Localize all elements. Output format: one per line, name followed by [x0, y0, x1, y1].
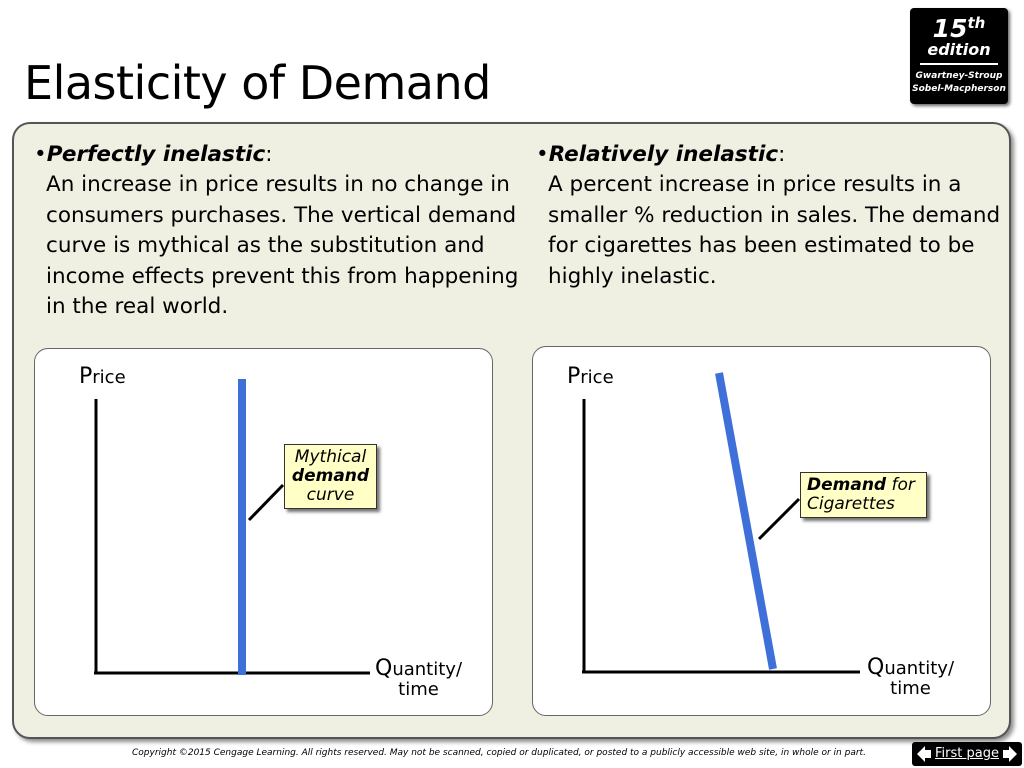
badge-divider [920, 63, 998, 65]
relatively-inelastic-text: •Relatively inelastic: A percent increas… [536, 140, 1006, 292]
edition-word: edition [927, 40, 991, 59]
page-title: Elasticity of Demand [24, 56, 491, 110]
y-axis-label: Price [567, 364, 614, 389]
badge-authors-line2: Sobel-Macpherson [912, 84, 1006, 94]
arrow-left-icon [917, 746, 931, 762]
callout-leader-line [247, 483, 285, 522]
relatively-inelastic-body: A percent increase in price results in a… [548, 172, 1001, 289]
content-panel: •Perfectly inelastic: An increase in pri… [12, 122, 1011, 739]
heading-colon: : [265, 142, 273, 167]
first-page-label: First page [935, 746, 999, 761]
x-axis-label: Quantity/time [375, 656, 463, 700]
edition-number: 15th [932, 14, 986, 43]
mythical-demand-callout: Mythical demand curve [284, 444, 377, 509]
edition-badge: 15th edition Gwartney-Stroup Sobel-Macph… [910, 8, 1008, 104]
bullet: • [536, 142, 549, 167]
x-axis-label: Quantity/time [867, 655, 955, 699]
relatively-inelastic-graph: Price Quantity/time Demand for Cigarettes [532, 346, 991, 716]
y-axis-label: Price [79, 364, 126, 389]
perfectly-inelastic-text: •Perfectly inelastic: An increase in pri… [34, 140, 534, 322]
relatively-inelastic-heading: Relatively inelastic [548, 142, 779, 167]
demand-curve-steep [715, 372, 777, 670]
perfectly-inelastic-plot [94, 379, 370, 675]
cigarette-demand-callout: Demand for Cigarettes [800, 472, 927, 518]
heading-colon: : [778, 142, 786, 167]
copyright-notice: Copyright ©2015 Cengage Learning. All ri… [132, 748, 866, 758]
callout-leader-line [757, 497, 801, 541]
relatively-inelastic-plot [582, 372, 860, 674]
bullet: • [34, 142, 47, 167]
badge-authors-line1: Gwartney-Stroup [915, 71, 1003, 81]
perfectly-inelastic-graph: Price Quantity/time Mythical demand curve [34, 348, 493, 716]
perfectly-inelastic-body: An increase in price results in no chang… [46, 172, 519, 320]
arrow-right-icon [1003, 746, 1017, 762]
perfectly-inelastic-heading: Perfectly inelastic [46, 142, 266, 167]
first-page-button[interactable]: First page [912, 742, 1022, 766]
